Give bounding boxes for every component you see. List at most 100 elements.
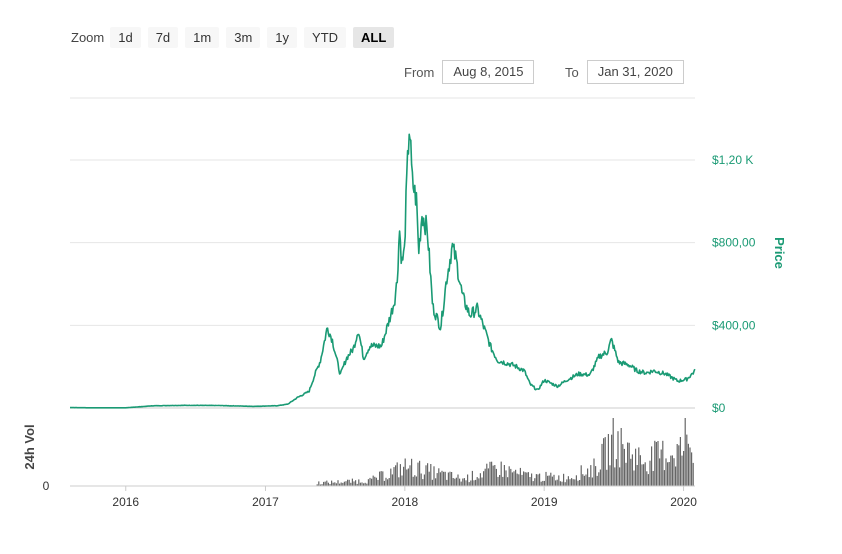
volume-bar [580, 465, 582, 486]
volume-bar [590, 465, 592, 486]
volume-bar [377, 479, 379, 486]
volume-bar [486, 463, 488, 486]
volume-bar [551, 476, 553, 486]
volume-bar [641, 464, 643, 486]
volume-bar [334, 482, 336, 486]
zoom-1d-button[interactable]: 1d [110, 26, 141, 48]
volume-bar [577, 480, 579, 486]
volume-bar [475, 479, 477, 486]
volume-bar [499, 475, 501, 486]
volume-bar [443, 471, 445, 486]
volume-bar [535, 474, 537, 486]
volume-bar [657, 441, 659, 486]
date-axis-ticks: 2016 2017 2018 2019 2020 [112, 486, 697, 509]
x-tick-label: 2018 [391, 495, 418, 509]
volume-bar [396, 462, 398, 486]
volume-bar [430, 464, 432, 486]
volume-bar [548, 475, 550, 486]
volume-bar [382, 471, 384, 486]
volume-bar [395, 465, 397, 486]
volume-bar [399, 464, 401, 486]
volume-bar [596, 475, 598, 486]
volume-bar [503, 465, 505, 486]
volume-bar [630, 458, 632, 486]
volume-bar [468, 482, 470, 486]
volume-bar [414, 475, 416, 486]
volume-bar [439, 472, 441, 486]
volume-bar [574, 479, 576, 486]
volume-bar [611, 434, 613, 486]
volume-bar [459, 478, 461, 486]
volume-bar [438, 468, 440, 486]
zoom-1m-button[interactable]: 1m [185, 26, 220, 48]
volume-bar [494, 465, 496, 486]
volume-bar [519, 467, 521, 486]
zoom-ytd-button[interactable]: YTD [304, 26, 347, 48]
volume-bar [606, 469, 608, 486]
volume-bar [507, 477, 509, 486]
x-tick-label: 2019 [531, 495, 558, 509]
volume-bar [412, 476, 414, 486]
volume-bar [319, 484, 321, 486]
volume-bar [359, 482, 361, 486]
volume-bar [553, 474, 555, 486]
volume-bar [604, 437, 606, 486]
volume-bar [337, 480, 339, 486]
volume-bar [327, 482, 329, 486]
volume-bar [415, 476, 417, 486]
volume-bar [659, 458, 661, 486]
volume-bar [476, 477, 478, 486]
volume-bar [478, 478, 480, 486]
volume-bar [515, 469, 517, 486]
volume-axis-title: 24h Vol [22, 424, 37, 469]
volume-bar [391, 474, 393, 486]
volume-bar [473, 480, 475, 486]
zoom-3m-button[interactable]: 3m [226, 26, 261, 48]
volume-bar [684, 418, 686, 486]
volume-bar [678, 445, 680, 486]
volume-bar [537, 474, 539, 486]
volume-bar [671, 455, 673, 486]
volume-bar [633, 470, 635, 486]
volume-bar [398, 477, 400, 486]
to-date-input[interactable]: Jan 31, 2020 [586, 60, 684, 84]
volume-bar [431, 479, 433, 486]
volume-bar [518, 474, 520, 486]
zoom-all-button[interactable]: ALL [353, 26, 395, 48]
volume-bar [321, 484, 323, 486]
volume-bar [335, 483, 337, 486]
volume-bar [531, 473, 533, 486]
volume-bar [670, 455, 672, 486]
volume-bar [363, 483, 365, 486]
volume-bar [532, 481, 534, 486]
volume-bar [318, 481, 320, 486]
zoom-7d-button[interactable]: 7d [147, 26, 179, 48]
volume-bar [662, 440, 664, 486]
volume-bar [423, 474, 425, 486]
volume-bar [567, 476, 569, 486]
volume-bar [492, 465, 494, 486]
zoom-1y-button[interactable]: 1y [267, 26, 298, 48]
volume-bar [502, 476, 504, 486]
volume-bar [646, 471, 648, 486]
volume-bar [623, 448, 625, 486]
volume-bar [516, 473, 518, 486]
volume-bar [379, 471, 381, 486]
volume-bar [487, 468, 489, 486]
x-tick-label: 2020 [670, 495, 697, 509]
volume-bar [689, 447, 691, 486]
volume-bar [647, 474, 649, 486]
volume-bar [603, 438, 605, 486]
from-date-input[interactable]: Aug 8, 2015 [442, 60, 535, 84]
volume-bar [446, 479, 448, 486]
from-label: From [404, 64, 435, 80]
volume-bar [364, 482, 366, 486]
volume-bar [505, 470, 507, 486]
volume-bar [332, 482, 334, 486]
volume-bar [652, 471, 654, 486]
volume-bar [401, 475, 403, 486]
volume-bar [403, 466, 405, 486]
volume-bar [617, 431, 619, 486]
volume-bar [639, 455, 641, 486]
